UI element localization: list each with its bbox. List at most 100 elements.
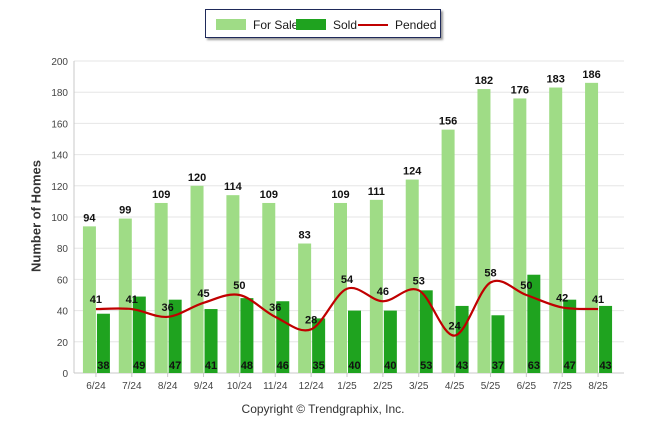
x-tick-label: 9/24 — [194, 381, 214, 392]
bar-sold — [383, 310, 397, 373]
y-axis-title: Number of Homes — [28, 160, 44, 272]
x-tick-label: 6/24 — [86, 381, 106, 392]
y-tick-label: 100 — [51, 213, 68, 224]
x-tick-label: 1/25 — [337, 381, 357, 392]
bar-for-sale — [405, 179, 419, 373]
x-tick-label: 7/25 — [552, 381, 572, 392]
bar-for-sale — [549, 87, 563, 374]
bar-for-sale — [513, 98, 527, 373]
data-label-pended: 36 — [269, 302, 281, 314]
data-label-sold: 35 — [313, 360, 325, 372]
data-label-pended: 50 — [520, 280, 532, 292]
data-label-sold: 49 — [133, 360, 145, 372]
data-label-sold: 46 — [277, 360, 289, 372]
data-label-for-sale: 94 — [83, 212, 96, 224]
data-label-pended: 41 — [90, 294, 102, 306]
data-label-pended: 54 — [341, 274, 354, 286]
legend-swatch-for-sale — [216, 19, 246, 30]
x-tick-label: 11/24 — [263, 381, 288, 392]
y-tick-label: 0 — [62, 369, 68, 380]
y-tick-label: 60 — [57, 275, 69, 286]
data-label-for-sale: 109 — [260, 189, 278, 201]
x-tick-label: 6/25 — [517, 381, 537, 392]
data-label-for-sale: 124 — [403, 166, 422, 178]
data-label-pended: 50 — [233, 280, 245, 292]
bar-for-sale — [262, 202, 276, 373]
x-tick-label: 10/24 — [227, 381, 252, 392]
data-label-pended: 36 — [162, 302, 174, 314]
legend-label-sold: Sold — [333, 18, 358, 32]
x-tick-label: 2/25 — [373, 381, 393, 392]
bar-for-sale — [190, 185, 204, 373]
bar-for-sale — [477, 89, 491, 373]
data-label-pended: 41 — [592, 294, 604, 306]
bar-sold — [312, 318, 326, 373]
bar-for-sale — [441, 129, 455, 373]
bar-sold — [599, 305, 613, 373]
bar-for-sale — [585, 82, 599, 373]
data-label-sold: 48 — [241, 360, 253, 372]
data-label-pended: 58 — [484, 268, 496, 280]
bar-for-sale — [118, 218, 132, 373]
data-label-for-sale: 176 — [511, 84, 529, 96]
bar-for-sale — [298, 243, 312, 373]
y-tick-label: 160 — [51, 119, 68, 130]
bar-sold — [96, 313, 110, 373]
x-tick-label: 7/24 — [122, 381, 142, 392]
data-label-sold: 37 — [492, 360, 504, 372]
data-label-for-sale: 156 — [439, 116, 457, 128]
bar-for-sale — [82, 226, 96, 373]
y-tick-label: 140 — [51, 151, 68, 162]
data-label-for-sale: 114 — [224, 181, 243, 193]
data-label-for-sale: 182 — [475, 75, 493, 87]
x-tick-label: 3/25 — [409, 381, 429, 392]
data-label-for-sale: 183 — [547, 74, 565, 86]
data-label-for-sale: 111 — [368, 186, 385, 198]
bar-sold — [419, 290, 433, 373]
data-label-pended: 41 — [126, 294, 138, 306]
bar-sold — [491, 315, 505, 373]
bar-sold — [563, 299, 577, 373]
data-label-pended: 42 — [556, 292, 568, 304]
data-label-sold: 47 — [169, 360, 181, 372]
data-label-sold: 43 — [599, 360, 611, 372]
legend-label-pended: Pended — [395, 18, 437, 32]
data-label-pended: 46 — [377, 286, 389, 298]
x-tick-label: 12/24 — [299, 381, 324, 392]
data-label-sold: 63 — [528, 360, 540, 372]
copyright-text: Copyright © Trendgraphix, Inc. — [241, 402, 405, 416]
data-label-pended: 28 — [305, 314, 317, 326]
bar-for-sale — [369, 199, 383, 373]
y-tick-label: 180 — [51, 88, 68, 99]
data-label-sold: 40 — [348, 360, 360, 372]
bar-sold — [132, 296, 146, 373]
data-label-sold: 40 — [384, 360, 396, 372]
data-label-sold: 47 — [564, 360, 576, 372]
data-label-pended: 24 — [448, 321, 461, 333]
bar-for-sale — [334, 202, 347, 373]
bar-sold — [240, 298, 254, 373]
x-tick-label: 4/25 — [445, 381, 465, 392]
data-label-for-sale: 186 — [582, 69, 600, 81]
data-label-for-sale: 99 — [119, 205, 131, 217]
data-label-for-sale: 83 — [299, 230, 311, 242]
legend-swatch-sold — [296, 19, 326, 30]
legend-swatch-pended — [358, 24, 388, 26]
data-label-pended: 53 — [413, 275, 425, 287]
bar-for-sale — [226, 195, 240, 373]
y-tick-label: 80 — [57, 244, 69, 255]
x-tick-label: 8/24 — [158, 381, 178, 392]
y-tick-label: 120 — [51, 182, 68, 193]
bar-sold — [168, 299, 182, 373]
data-label-for-sale: 109 — [152, 189, 170, 201]
bar-sold — [348, 310, 361, 373]
chart-legend: For Sale Sold Pended — [205, 9, 441, 38]
y-tick-label: 20 — [57, 338, 69, 349]
y-tick-label: 40 — [57, 307, 69, 318]
line-pended — [95, 279, 599, 337]
bar-for-sale — [154, 202, 168, 373]
y-tick-label: 200 — [51, 57, 68, 68]
data-label-sold: 41 — [205, 360, 217, 372]
data-label-for-sale: 109 — [331, 189, 349, 201]
